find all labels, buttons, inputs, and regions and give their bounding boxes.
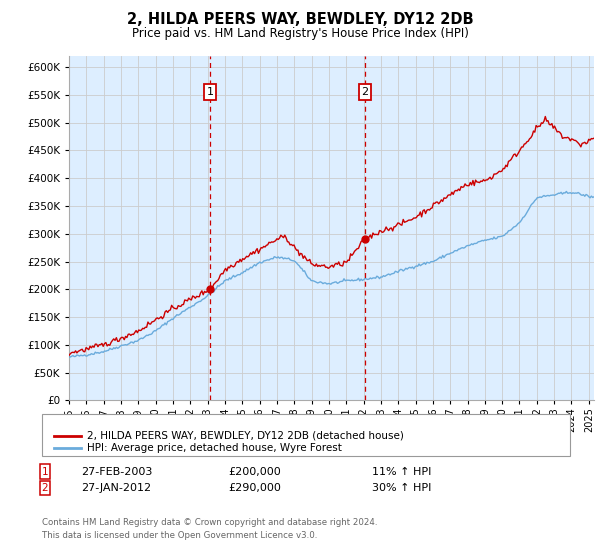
- Text: 1: 1: [207, 87, 214, 97]
- Text: 11% ↑ HPI: 11% ↑ HPI: [372, 466, 431, 477]
- Text: 30% ↑ HPI: 30% ↑ HPI: [372, 483, 431, 493]
- Text: 27-JAN-2012: 27-JAN-2012: [81, 483, 151, 493]
- Text: Contains HM Land Registry data © Crown copyright and database right 2024.
This d: Contains HM Land Registry data © Crown c…: [42, 519, 377, 540]
- Text: 2, HILDA PEERS WAY, BEWDLEY, DY12 2DB (detached house): 2, HILDA PEERS WAY, BEWDLEY, DY12 2DB (d…: [87, 431, 404, 441]
- Text: 27-FEB-2003: 27-FEB-2003: [81, 466, 152, 477]
- Text: £290,000: £290,000: [228, 483, 281, 493]
- Text: HPI: Average price, detached house, Wyre Forest: HPI: Average price, detached house, Wyre…: [87, 443, 342, 453]
- Text: 2: 2: [361, 87, 368, 97]
- Text: 2: 2: [41, 483, 49, 493]
- Text: 2, HILDA PEERS WAY, BEWDLEY, DY12 2DB: 2, HILDA PEERS WAY, BEWDLEY, DY12 2DB: [127, 12, 473, 27]
- Text: Price paid vs. HM Land Registry's House Price Index (HPI): Price paid vs. HM Land Registry's House …: [131, 27, 469, 40]
- Text: £200,000: £200,000: [228, 466, 281, 477]
- Text: 1: 1: [41, 466, 49, 477]
